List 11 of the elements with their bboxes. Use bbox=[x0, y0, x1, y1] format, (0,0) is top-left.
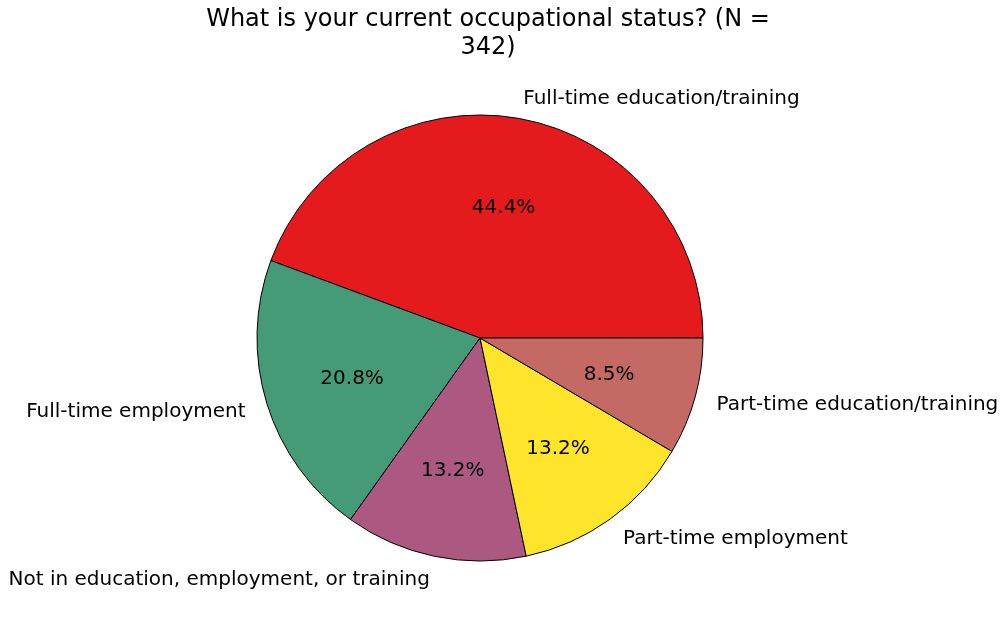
data-label: 8.5% bbox=[583, 361, 635, 386]
data-label: 44.4% bbox=[471, 194, 536, 219]
chart-title: What is your current occupational status? (N = 342) bbox=[205, 4, 771, 60]
slice-label: Full-time education/training bbox=[523, 84, 800, 109]
slice-label: Not in education, employment, or training bbox=[8, 566, 430, 591]
slice-label: Full-time employment bbox=[26, 398, 246, 423]
data-label: 13.2% bbox=[420, 456, 485, 481]
data-label: 13.2% bbox=[526, 434, 590, 459]
data-label: 20.8% bbox=[320, 365, 384, 390]
slice-label: Part-time employment bbox=[623, 525, 848, 550]
slice-label: Part-time education/training bbox=[716, 390, 999, 415]
